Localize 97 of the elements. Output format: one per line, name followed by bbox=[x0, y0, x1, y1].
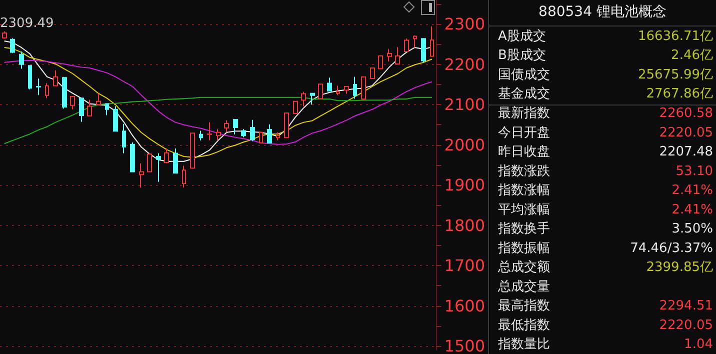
candlestick bbox=[336, 85, 340, 96]
candlestick bbox=[28, 64, 32, 90]
text: 2207.48 bbox=[659, 144, 714, 160]
text: 2220.05 bbox=[659, 318, 714, 333]
candlestick bbox=[353, 76, 357, 100]
text: 16636.71亿 bbox=[638, 29, 713, 44]
text: 3.50% bbox=[672, 222, 714, 236]
text: 74.46/3.37% bbox=[630, 240, 714, 256]
candlestick bbox=[122, 123, 126, 154]
candlestick bbox=[147, 152, 152, 172]
candlestick bbox=[70, 96, 75, 110]
y-tick-label: 1900 bbox=[444, 176, 485, 195]
y-tick-label: 2300 bbox=[444, 14, 485, 34]
category-label: 最低指数 bbox=[498, 318, 550, 333]
candlestick bbox=[190, 132, 195, 169]
category-label: 指数振幅 bbox=[497, 240, 550, 256]
candlestick bbox=[318, 84, 323, 100]
line-series bbox=[4, 96, 433, 144]
text: 25675.99亿 bbox=[638, 67, 713, 82]
y-tick-label: 2100 bbox=[444, 95, 485, 114]
candlestick bbox=[87, 99, 92, 116]
candlestick bbox=[207, 122, 212, 141]
candlestick bbox=[276, 132, 280, 141]
candlestick bbox=[430, 26, 434, 57]
y-tick-label: 2200 bbox=[444, 54, 485, 74]
y-tick-label: 1600 bbox=[444, 296, 485, 316]
text: 2399.85亿 bbox=[646, 260, 714, 275]
candlestick bbox=[36, 78, 41, 96]
category-label: 总成交额 bbox=[497, 259, 550, 275]
category-label: 最新指数 bbox=[498, 106, 550, 121]
candlestick bbox=[173, 148, 178, 174]
candlestick bbox=[53, 70, 58, 86]
candlestick bbox=[344, 86, 349, 94]
candlestick bbox=[250, 119, 255, 142]
candlestick bbox=[164, 148, 169, 164]
candlestick bbox=[216, 128, 221, 141]
category-label: 今日开盘 bbox=[498, 125, 550, 140]
y-tick-label: 2000 bbox=[444, 135, 485, 154]
text: 2260.58 bbox=[659, 106, 714, 121]
candlestick bbox=[301, 91, 306, 107]
y-tick-label: 1800 bbox=[444, 216, 485, 235]
text: 2294.51 bbox=[659, 298, 714, 314]
candlestick bbox=[130, 142, 135, 173]
candlestick bbox=[182, 165, 186, 188]
text: 2220.05 bbox=[659, 125, 714, 140]
category-label: 基金成交 bbox=[498, 86, 550, 102]
text: 880534 锂电池概念 bbox=[538, 4, 666, 20]
category-label: 指数量比 bbox=[497, 337, 550, 352]
candlestick bbox=[96, 92, 101, 106]
candlestick bbox=[404, 38, 409, 52]
candlestick bbox=[327, 77, 332, 92]
candlestick bbox=[62, 76, 67, 110]
candlestick bbox=[267, 124, 272, 144]
candlestick bbox=[293, 100, 298, 114]
text: 2.41% bbox=[672, 183, 714, 198]
category-label: 国债成交 bbox=[498, 66, 550, 82]
category-label: A股成交 bbox=[498, 28, 546, 44]
candlestick bbox=[378, 55, 383, 70]
candlestick bbox=[241, 128, 246, 138]
text: 2.46亿 bbox=[671, 48, 714, 64]
candlestick bbox=[421, 38, 426, 63]
text: 2.41% bbox=[672, 202, 714, 218]
candlestick bbox=[413, 34, 417, 48]
category-label: 昨日收盘 bbox=[498, 144, 550, 160]
category-label: 指数换手 bbox=[497, 222, 550, 236]
text: 2767.86亿 bbox=[646, 86, 714, 102]
candlestick bbox=[105, 103, 109, 116]
candlestick bbox=[139, 162, 144, 188]
candlestick bbox=[361, 76, 366, 100]
candlestick bbox=[310, 92, 315, 106]
candlestick bbox=[79, 98, 84, 122]
line-series bbox=[4, 60, 433, 145]
candlestick bbox=[370, 67, 375, 79]
category-label: 最高指数 bbox=[498, 298, 550, 314]
candlestick bbox=[259, 132, 263, 144]
candlestick bbox=[224, 120, 229, 133]
candlestick bbox=[233, 118, 238, 135]
candlestick bbox=[395, 46, 400, 64]
candlestick bbox=[284, 112, 289, 138]
candlestick bbox=[10, 38, 15, 54]
candlestick bbox=[45, 82, 49, 99]
category-label: B股成交 bbox=[498, 47, 546, 64]
category-label: 指数涨幅 bbox=[497, 183, 550, 198]
category-label: 指数涨跌 bbox=[497, 164, 550, 179]
candlestick bbox=[113, 106, 118, 132]
category-label: 平均涨幅 bbox=[498, 202, 550, 218]
candlestick bbox=[156, 152, 161, 182]
candlestick bbox=[2, 30, 7, 40]
y-tick-label: 1700 bbox=[444, 256, 485, 276]
annotation: 2309.49 bbox=[0, 16, 54, 31]
candlestick bbox=[387, 48, 392, 62]
text: 1.04 bbox=[684, 337, 714, 352]
candlestick bbox=[19, 51, 24, 70]
text: 53.10 bbox=[676, 164, 713, 179]
candlestick bbox=[199, 130, 203, 141]
category-label: 总成交量 bbox=[497, 278, 550, 294]
y-tick-label: 1500 bbox=[444, 336, 485, 354]
